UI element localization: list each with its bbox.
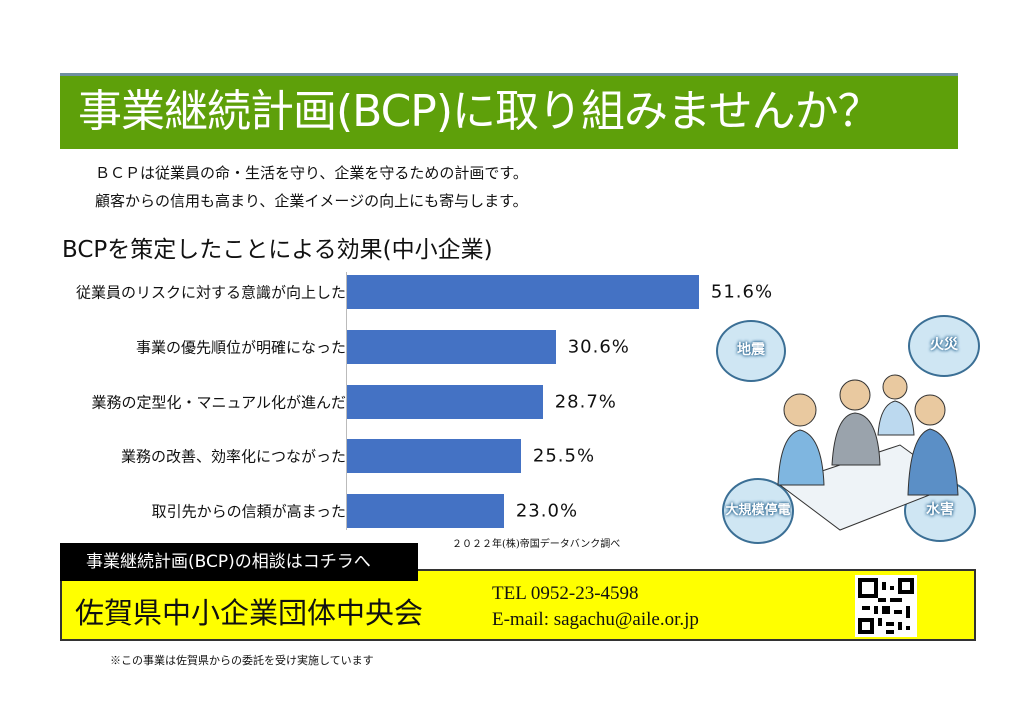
title-banner: 事業継続計画(BCP)に取り組みませんか？ [60, 73, 958, 149]
contact-heading: 事業継続計画(BCP)の相談はコチラへ [60, 543, 418, 581]
chart-title: BCPを策定したことによる効果(中小企業) [62, 237, 493, 263]
intro-line-2: 顧客からの信用も高まり、企業イメージの向上にも寄与します。 [95, 192, 528, 210]
qr-code-icon [858, 578, 914, 634]
chart-axis [346, 272, 347, 530]
contact-box [60, 569, 976, 641]
organization-name: 佐賀県中小企業団体中央会 [75, 596, 424, 630]
value-label: 51.6% [710, 281, 774, 303]
meeting-illustration [777, 374, 959, 531]
bar [347, 329, 556, 364]
email-address[interactable]: E-mail: sagachu@aile.or.jp [492, 609, 699, 630]
intro-line-1: ＢＣＰは従業員の命・生活を守り、企業を守るための計画です。 [95, 164, 528, 182]
bubble-blackout: 大規模停電 [722, 478, 794, 544]
phone-number[interactable]: TEL 0952-23-4598 [492, 583, 639, 604]
bar [347, 494, 504, 529]
value-label: 23.0% [515, 500, 579, 522]
category-label: 業務の定型化・マニュアル化が進んだ [91, 393, 346, 412]
category-label: 事業の優先順位が明確になった [135, 338, 346, 357]
bar [347, 275, 699, 309]
qr-code[interactable] [855, 575, 917, 637]
category-label: 従業員のリスクに対する意識が向上した [75, 283, 346, 302]
value-label: 25.5% [532, 445, 596, 467]
bubble-earthquake: 地震 [716, 320, 786, 382]
value-label: 28.7% [554, 391, 617, 413]
bar [347, 384, 543, 419]
category-label: 取引先からの信頼が高まった [151, 502, 346, 521]
category-label: 業務の改善、効率化につながった [120, 447, 346, 466]
bubble-fire: 火災 [908, 315, 980, 377]
value-label: 30.6% [567, 336, 630, 358]
footnote: ※この事業は佐賀県からの委託を受け実施しています [110, 654, 374, 667]
bar [347, 439, 521, 474]
chart-source: ２０２２年(株)帝国データバンク調べ [452, 539, 621, 550]
